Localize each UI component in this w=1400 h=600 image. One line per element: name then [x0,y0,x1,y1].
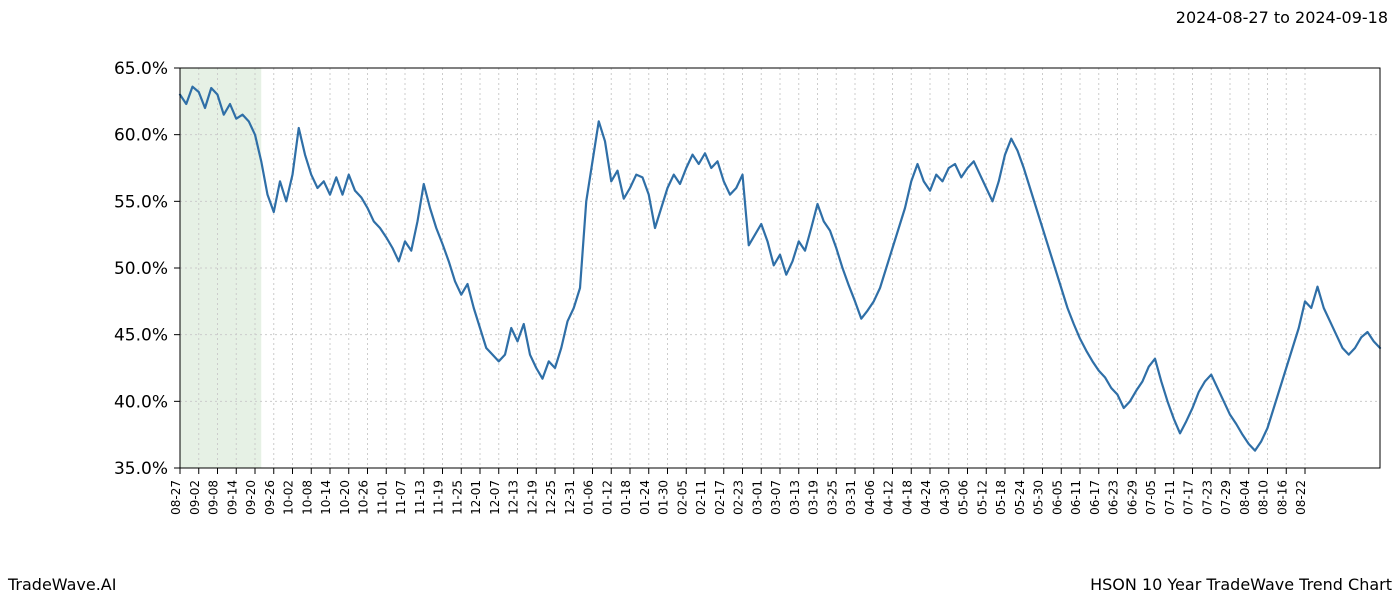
svg-text:10-20: 10-20 [338,480,352,515]
svg-text:07-23: 07-23 [1200,480,1214,515]
svg-text:12-25: 12-25 [544,480,558,515]
svg-text:06-17: 06-17 [1088,480,1102,515]
svg-text:10-02: 10-02 [282,480,296,515]
svg-text:10-26: 10-26 [357,480,371,515]
svg-text:01-12: 01-12 [600,480,614,515]
svg-text:04-12: 04-12 [882,480,896,515]
svg-text:03-01: 03-01 [750,480,764,515]
svg-text:60.0%: 60.0% [114,126,168,146]
svg-text:12-31: 12-31 [563,480,577,515]
svg-text:08-27: 08-27 [169,480,183,515]
svg-text:01-18: 01-18 [619,480,633,515]
svg-text:01-24: 01-24 [638,480,652,515]
svg-text:35.0%: 35.0% [114,459,168,479]
svg-text:03-13: 03-13 [788,480,802,515]
svg-text:03-31: 03-31 [844,480,858,515]
svg-text:05-12: 05-12 [975,480,989,515]
trend-chart: 35.0% 40.0% 45.0% 50.0% 55.0% 60.0% 65.0% 08-27… [0,30,1400,570]
svg-text:02-11: 02-11 [694,480,708,515]
svg-text:08-04: 08-04 [1238,480,1252,515]
chart-title: HSON 10 Year TradeWave Trend Chart [1090,575,1392,594]
svg-text:11-07: 11-07 [394,480,408,515]
svg-text:09-08: 09-08 [207,480,221,515]
svg-text:07-17: 07-17 [1182,480,1196,515]
svg-text:12-13: 12-13 [507,480,521,515]
svg-text:02-05: 02-05 [675,480,689,515]
svg-text:10-08: 10-08 [300,480,314,515]
svg-text:11-19: 11-19 [432,480,446,515]
svg-text:12-01: 12-01 [469,480,483,515]
svg-text:06-05: 06-05 [1050,480,1064,515]
svg-text:12-19: 12-19 [525,480,539,515]
brand-label: TradeWave.AI [8,575,116,594]
svg-text:40.0%: 40.0% [114,392,168,412]
svg-text:09-02: 09-02 [188,480,202,515]
svg-text:08-22: 08-22 [1294,480,1308,515]
svg-text:09-20: 09-20 [244,480,258,515]
svg-text:65.0%: 65.0% [114,59,168,79]
svg-text:06-29: 06-29 [1125,480,1139,515]
svg-text:01-30: 01-30 [657,480,671,515]
svg-text:09-26: 09-26 [263,480,277,515]
svg-text:11-13: 11-13 [413,480,427,515]
svg-text:09-14: 09-14 [225,480,239,515]
date-range-label: 2024-08-27 to 2024-09-18 [1176,8,1388,27]
svg-text:08-16: 08-16 [1275,480,1289,515]
svg-text:55.0%: 55.0% [114,192,168,212]
svg-text:03-25: 03-25 [825,480,839,515]
svg-text:03-19: 03-19 [807,480,821,515]
svg-text:45.0%: 45.0% [114,326,168,346]
svg-text:04-24: 04-24 [919,480,933,515]
svg-text:02-17: 02-17 [713,480,727,515]
svg-text:03-07: 03-07 [769,480,783,515]
svg-text:07-05: 07-05 [1144,480,1158,515]
svg-text:02-23: 02-23 [732,480,746,515]
svg-text:07-11: 07-11 [1163,480,1177,515]
svg-text:11-01: 11-01 [375,480,389,515]
svg-text:05-30: 05-30 [1032,480,1046,515]
svg-text:05-24: 05-24 [1013,480,1027,515]
svg-text:05-06: 05-06 [957,480,971,515]
svg-text:05-18: 05-18 [994,480,1008,515]
svg-text:50.0%: 50.0% [114,259,168,279]
svg-text:07-29: 07-29 [1219,480,1233,515]
svg-text:11-25: 11-25 [450,480,464,515]
svg-text:04-06: 04-06 [863,480,877,515]
svg-text:04-18: 04-18 [900,480,914,515]
svg-text:10-14: 10-14 [319,480,333,515]
svg-text:06-11: 06-11 [1069,480,1083,515]
svg-text:06-23: 06-23 [1107,480,1121,515]
svg-text:01-06: 01-06 [582,480,596,515]
svg-text:04-30: 04-30 [938,480,952,515]
svg-text:08-10: 08-10 [1257,480,1271,515]
svg-text:12-07: 12-07 [488,480,502,515]
